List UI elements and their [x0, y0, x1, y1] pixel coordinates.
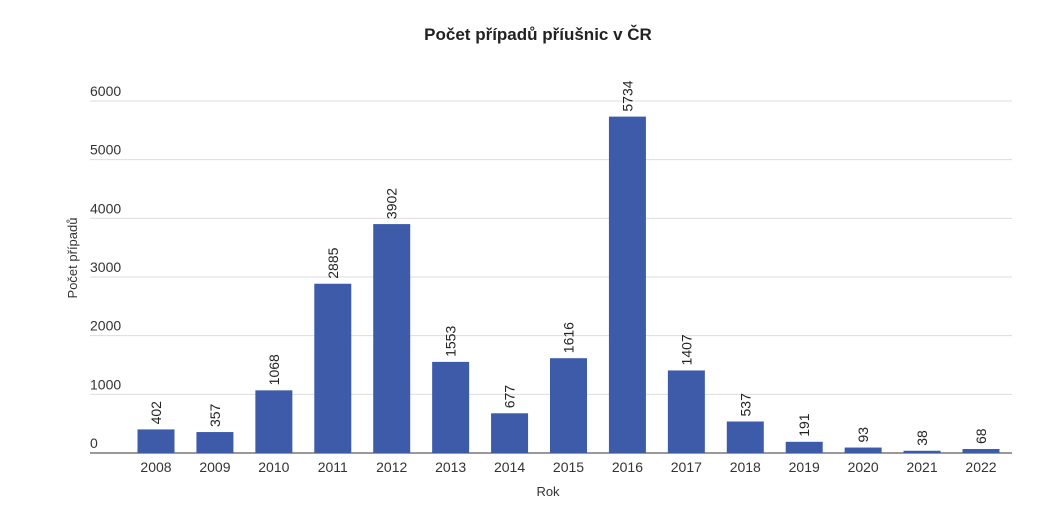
- data-label-2015: 1616: [561, 322, 577, 353]
- x-tick-label-2015: 2015: [553, 459, 584, 475]
- grid-layer: 0 1000 2000 3000 4000 5000 6000: [90, 83, 1012, 454]
- bar-2013: [432, 361, 470, 453]
- data-label-2014: 677: [502, 385, 518, 409]
- y-tick-label: 0: [90, 435, 98, 451]
- x-axis-label: Rok: [536, 484, 560, 499]
- y-tick-label: 2000: [90, 318, 121, 334]
- data-label-2008: 402: [148, 401, 164, 425]
- data-label-2018: 537: [737, 393, 753, 417]
- data-label-2012: 3902: [384, 188, 400, 219]
- bar-2012: [373, 224, 411, 453]
- data-labels-layer: 402 357 1068 2885 3902 1553 677 1616 5734 1407 537…: [148, 80, 989, 446]
- data-label-2022: 68: [973, 428, 989, 444]
- x-tick-label-2022: 2022: [965, 459, 996, 475]
- data-label-2019: 191: [796, 413, 812, 437]
- data-label-2011: 2885: [325, 247, 341, 278]
- bar-2015: [550, 358, 587, 453]
- bar-2022: [962, 449, 1000, 453]
- y-tick-label: 6000: [90, 83, 121, 99]
- x-tick-label-2018: 2018: [730, 459, 761, 475]
- bar-2009: [196, 432, 234, 453]
- y-tick-label: 5000: [90, 142, 121, 158]
- bar-2008: [137, 429, 175, 453]
- data-label-2021: 38: [914, 430, 930, 446]
- bar-2018: [726, 421, 764, 453]
- y-tick-label: 4000: [90, 200, 121, 216]
- x-tick-label-2020: 2020: [848, 459, 879, 475]
- x-tick-label-2021: 2021: [906, 459, 937, 475]
- x-tick-label-2016: 2016: [612, 459, 643, 475]
- x-tick-label-2008: 2008: [140, 459, 171, 475]
- x-tick-label-2009: 2009: [199, 459, 230, 475]
- bars-layer: [137, 116, 1000, 453]
- x-tick-label-2010: 2010: [258, 459, 289, 475]
- bar-2016: [608, 116, 646, 453]
- bar-2021: [903, 450, 941, 453]
- x-ticks-layer: 2008 2009 2010 2011 2012 2013 2014 2015 2016 2017…: [140, 459, 996, 475]
- x-tick-label-2014: 2014: [494, 459, 525, 475]
- data-label-2009: 357: [207, 403, 223, 427]
- y-axis-label: Počet případů: [65, 218, 80, 299]
- bar-2020: [844, 447, 882, 453]
- bar-2011: [314, 283, 352, 453]
- y-tick-label: 1000: [90, 376, 121, 392]
- x-tick-label-2011: 2011: [318, 459, 348, 475]
- bar-2014: [491, 413, 529, 453]
- x-tick-label-2013: 2013: [435, 459, 466, 475]
- data-label-2017: 1407: [678, 334, 694, 365]
- x-tick-label-2017: 2017: [671, 459, 702, 475]
- data-label-2013: 1553: [443, 326, 459, 357]
- data-label-2010: 1068: [266, 354, 282, 385]
- chart-title: Počet případů příušnic v ČR: [424, 25, 652, 44]
- bar-2010: [255, 390, 293, 453]
- x-tick-label-2012: 2012: [376, 459, 407, 475]
- data-label-2020: 93: [855, 427, 871, 443]
- bar-2019: [785, 441, 823, 453]
- data-label-2016: 5734: [619, 80, 635, 111]
- bar-2017: [667, 370, 705, 453]
- y-tick-label: 3000: [90, 259, 121, 275]
- x-tick-label-2019: 2019: [789, 459, 820, 475]
